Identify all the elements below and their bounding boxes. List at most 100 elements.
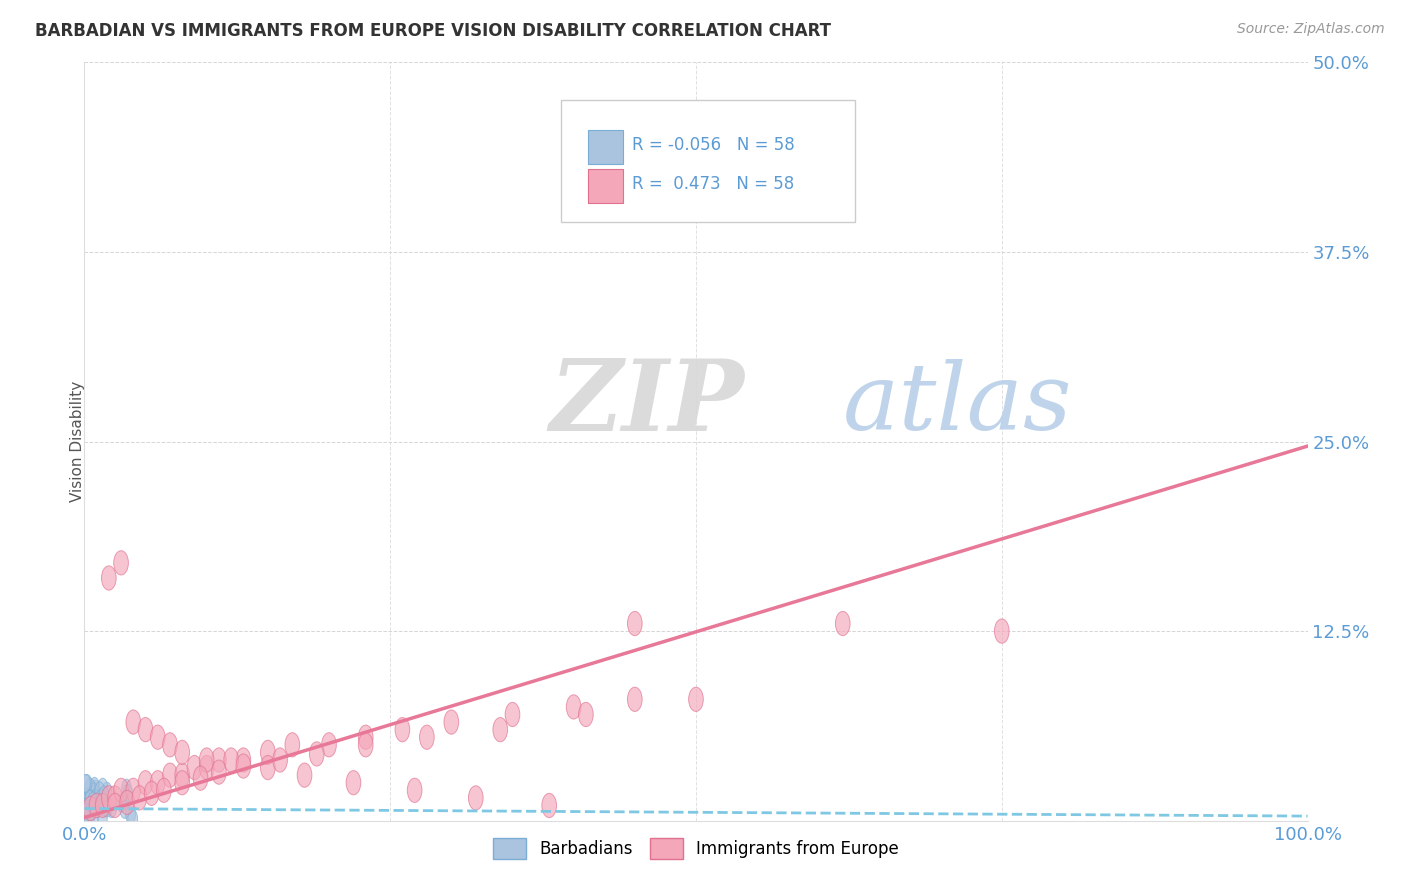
Ellipse shape <box>114 778 128 803</box>
Ellipse shape <box>156 778 172 803</box>
Ellipse shape <box>174 763 190 788</box>
Ellipse shape <box>224 747 239 772</box>
Ellipse shape <box>107 799 117 818</box>
Ellipse shape <box>96 789 105 807</box>
Ellipse shape <box>89 793 104 818</box>
Ellipse shape <box>145 781 159 805</box>
Ellipse shape <box>193 766 208 790</box>
Ellipse shape <box>200 747 214 772</box>
Ellipse shape <box>80 802 90 821</box>
Ellipse shape <box>80 810 90 829</box>
Ellipse shape <box>578 702 593 727</box>
Ellipse shape <box>120 790 135 814</box>
Ellipse shape <box>494 717 508 742</box>
Ellipse shape <box>163 732 177 757</box>
Ellipse shape <box>94 782 104 800</box>
Ellipse shape <box>260 756 276 780</box>
Ellipse shape <box>505 702 520 727</box>
FancyBboxPatch shape <box>588 169 623 203</box>
Ellipse shape <box>150 725 165 749</box>
Ellipse shape <box>120 800 129 818</box>
Ellipse shape <box>689 687 703 712</box>
Ellipse shape <box>90 780 100 798</box>
Ellipse shape <box>87 789 97 807</box>
Ellipse shape <box>174 740 190 764</box>
Ellipse shape <box>103 782 111 800</box>
Ellipse shape <box>89 798 98 816</box>
Ellipse shape <box>541 793 557 818</box>
Ellipse shape <box>187 756 202 780</box>
Ellipse shape <box>211 760 226 784</box>
Ellipse shape <box>86 790 96 808</box>
Ellipse shape <box>174 771 190 795</box>
Ellipse shape <box>100 798 110 816</box>
Ellipse shape <box>468 786 484 810</box>
Text: BARBADIAN VS IMMIGRANTS FROM EUROPE VISION DISABILITY CORRELATION CHART: BARBADIAN VS IMMIGRANTS FROM EUROPE VISI… <box>35 22 831 40</box>
Ellipse shape <box>87 792 97 810</box>
Ellipse shape <box>127 710 141 734</box>
Ellipse shape <box>86 778 96 797</box>
Text: R = -0.056   N = 58: R = -0.056 N = 58 <box>633 136 796 154</box>
Ellipse shape <box>89 810 98 829</box>
Ellipse shape <box>138 717 153 742</box>
Ellipse shape <box>127 778 141 803</box>
Ellipse shape <box>86 803 96 821</box>
Ellipse shape <box>297 763 312 788</box>
Ellipse shape <box>120 792 129 810</box>
Ellipse shape <box>128 810 138 828</box>
Ellipse shape <box>444 710 458 734</box>
Ellipse shape <box>627 687 643 712</box>
Ellipse shape <box>83 800 91 819</box>
Ellipse shape <box>89 799 98 817</box>
Ellipse shape <box>91 799 101 818</box>
Ellipse shape <box>96 793 110 818</box>
Ellipse shape <box>91 790 101 809</box>
Ellipse shape <box>101 786 117 810</box>
FancyBboxPatch shape <box>588 130 623 164</box>
Ellipse shape <box>395 717 409 742</box>
Ellipse shape <box>87 795 97 813</box>
Ellipse shape <box>87 800 97 818</box>
Ellipse shape <box>359 732 373 757</box>
Ellipse shape <box>114 550 128 575</box>
Ellipse shape <box>83 789 93 806</box>
Ellipse shape <box>84 791 94 809</box>
Ellipse shape <box>125 805 135 823</box>
Ellipse shape <box>346 771 361 795</box>
Ellipse shape <box>84 796 94 814</box>
Legend: Barbadians, Immigrants from Europe: Barbadians, Immigrants from Europe <box>486 831 905 865</box>
Y-axis label: Vision Disability: Vision Disability <box>70 381 84 502</box>
Ellipse shape <box>98 778 108 797</box>
Ellipse shape <box>567 695 581 719</box>
Ellipse shape <box>98 786 108 805</box>
Ellipse shape <box>97 794 107 812</box>
Ellipse shape <box>285 732 299 757</box>
Ellipse shape <box>90 798 100 816</box>
Ellipse shape <box>419 725 434 749</box>
Ellipse shape <box>108 793 122 818</box>
Ellipse shape <box>82 774 91 793</box>
Ellipse shape <box>80 798 90 817</box>
Ellipse shape <box>87 800 97 818</box>
Text: R =  0.473   N = 58: R = 0.473 N = 58 <box>633 176 794 194</box>
Ellipse shape <box>200 756 214 780</box>
Ellipse shape <box>83 797 98 821</box>
Ellipse shape <box>82 810 91 829</box>
Ellipse shape <box>994 619 1010 643</box>
Ellipse shape <box>260 740 276 764</box>
Ellipse shape <box>80 800 90 818</box>
Ellipse shape <box>122 784 132 803</box>
Ellipse shape <box>117 794 127 812</box>
Text: Source: ZipAtlas.com: Source: ZipAtlas.com <box>1237 22 1385 37</box>
FancyBboxPatch shape <box>561 100 855 221</box>
Ellipse shape <box>80 809 90 827</box>
Ellipse shape <box>84 789 94 807</box>
Ellipse shape <box>163 763 177 788</box>
Ellipse shape <box>236 754 250 778</box>
Ellipse shape <box>82 789 91 807</box>
Ellipse shape <box>138 771 153 795</box>
Ellipse shape <box>84 790 94 808</box>
Ellipse shape <box>89 792 97 810</box>
Ellipse shape <box>93 793 103 811</box>
Ellipse shape <box>84 811 94 829</box>
